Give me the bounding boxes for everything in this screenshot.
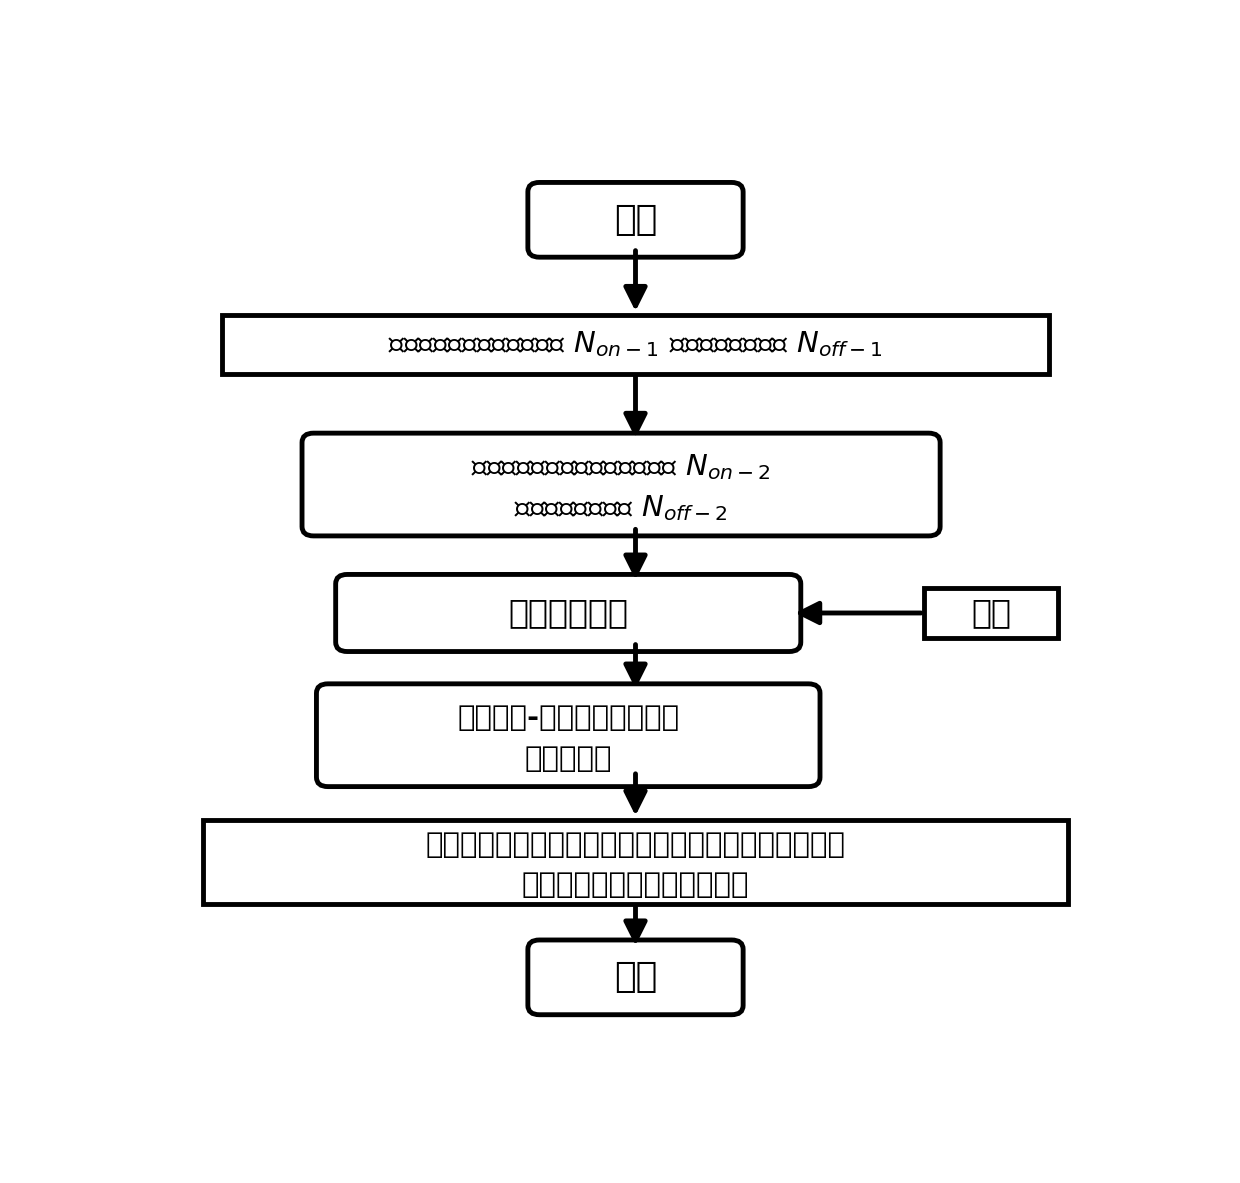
Text: 利用电压-频率权重法对子模: 利用电压-频率权重法对子模 (458, 704, 680, 732)
Text: 块进行排序: 块进行排序 (525, 744, 613, 772)
FancyBboxPatch shape (303, 433, 940, 536)
FancyBboxPatch shape (316, 684, 820, 787)
Text: 和切出的子模块量 $\mathit{N}_{off-2}$: 和切出的子模块量 $\mathit{N}_{off-2}$ (515, 493, 728, 523)
Text: 结束: 结束 (614, 961, 657, 995)
Text: 电流: 电流 (971, 596, 1011, 629)
FancyBboxPatch shape (924, 588, 1059, 639)
Text: 子模块进行投入或切出状态转换，直至子模块电压差值: 子模块进行投入或切出状态转换，直至子模块电压差值 (425, 830, 846, 859)
Text: 小于设定的电容电压允许偏差: 小于设定的电容电压允许偏差 (522, 872, 749, 899)
FancyBboxPatch shape (203, 820, 1068, 904)
Text: 采集上周期投入的子模块量 $\mathit{N}_{on-1}$ 和切出的子模块量 $\mathit{N}_{off-1}$: 采集上周期投入的子模块量 $\mathit{N}_{on-1}$ 和切出的子模块… (388, 330, 883, 360)
FancyBboxPatch shape (336, 575, 801, 652)
Text: 计算本周期需要投入的子模块量 $\mathit{N}_{on-2}$: 计算本周期需要投入的子模块量 $\mathit{N}_{on-2}$ (471, 452, 771, 483)
Text: 选择工作模式: 选择工作模式 (508, 596, 629, 629)
FancyBboxPatch shape (528, 940, 743, 1015)
Text: 开始: 开始 (614, 202, 657, 237)
FancyBboxPatch shape (222, 315, 1049, 374)
FancyBboxPatch shape (528, 182, 743, 257)
